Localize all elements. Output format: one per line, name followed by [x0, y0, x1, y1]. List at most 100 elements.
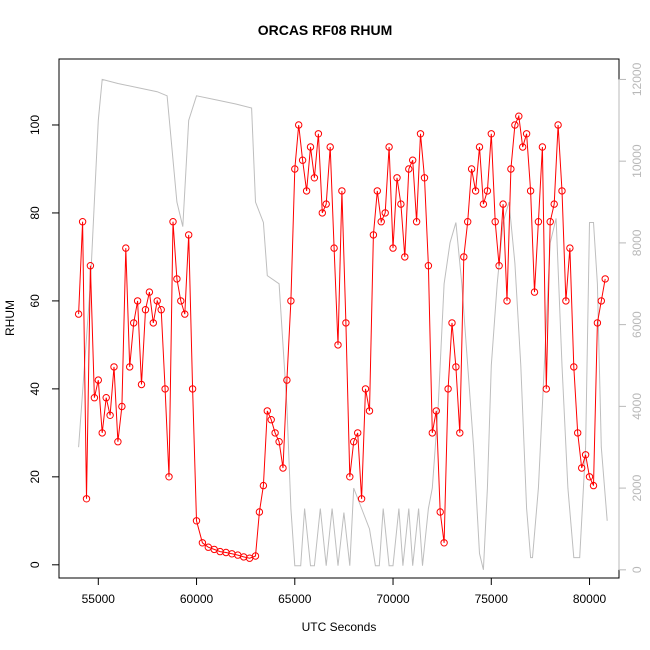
- data-point: [322, 200, 330, 208]
- data-point: [562, 297, 570, 305]
- data-point: [342, 319, 350, 327]
- data-point: [526, 187, 535, 195]
- data-point: [330, 244, 338, 252]
- data-point: [581, 451, 590, 459]
- data-point: [412, 218, 421, 226]
- data-point: [275, 438, 283, 446]
- data-point: [389, 244, 397, 252]
- data-point: [346, 473, 354, 481]
- x-tick-label: 70000: [376, 592, 410, 606]
- data-point: [428, 429, 436, 437]
- primary-series-layer: [74, 112, 609, 562]
- data-point: [365, 407, 374, 415]
- y-axis-left: 0 20 40 60 80 100: [28, 115, 60, 568]
- data-point: [499, 200, 507, 208]
- data-point: [90, 394, 99, 402]
- data-point: [350, 438, 358, 446]
- data-point: [141, 306, 150, 314]
- data-point: [519, 143, 527, 151]
- data-point: [601, 275, 609, 283]
- data-point: [314, 130, 323, 138]
- secondary-series-line: [78, 78, 608, 570]
- data-point: [338, 187, 346, 195]
- data-point: [188, 385, 197, 393]
- data-point: [110, 363, 118, 371]
- data-point: [460, 253, 468, 261]
- data-point: [538, 143, 547, 151]
- data-point: [133, 297, 142, 305]
- data-point: [550, 200, 558, 208]
- data-point: [448, 319, 456, 327]
- data-point: [507, 165, 515, 173]
- data-point: [185, 231, 193, 239]
- data-point: [149, 319, 158, 327]
- data-point: [130, 319, 138, 327]
- data-point: [503, 297, 511, 305]
- data-point: [354, 429, 362, 437]
- data-point: [283, 376, 291, 384]
- data-point: [169, 218, 177, 226]
- y-tick-label: 60: [28, 294, 42, 308]
- data-point: [86, 262, 95, 270]
- data-point: [122, 244, 130, 252]
- data-point: [326, 143, 334, 151]
- data-point: [157, 306, 165, 314]
- data-point: [530, 288, 539, 296]
- data-point: [74, 310, 83, 318]
- x-tick-label: 60000: [180, 592, 214, 606]
- data-point: [298, 156, 307, 164]
- x-tick-label: 65000: [278, 592, 312, 606]
- data-point: [578, 464, 586, 472]
- data-point: [82, 495, 91, 503]
- data-point: [574, 429, 582, 437]
- data-point: [393, 174, 401, 182]
- data-point: [416, 130, 425, 138]
- data-point: [198, 539, 207, 547]
- data-point: [515, 112, 523, 120]
- data-point: [566, 244, 574, 252]
- primary-series-line: [78, 114, 606, 559]
- data-point: [471, 187, 480, 195]
- data-point: [522, 130, 531, 138]
- data-point: [475, 143, 484, 151]
- data-point: [558, 187, 566, 195]
- data-point: [251, 552, 260, 560]
- x-tick-label: 75000: [475, 592, 509, 606]
- data-point: [181, 310, 189, 318]
- data-point: [369, 231, 378, 239]
- data-point: [145, 288, 154, 296]
- data-point: [192, 517, 201, 525]
- data-point: [487, 130, 495, 138]
- data-point: [361, 385, 370, 393]
- data-point: [267, 416, 275, 424]
- data-point: [467, 165, 476, 173]
- data-point: [291, 165, 299, 173]
- x-axis: 55000 60000 65000 70000 75000 80000: [82, 577, 607, 606]
- data-point: [585, 473, 594, 481]
- data-point: [440, 539, 448, 547]
- data-point: [318, 209, 326, 217]
- data-point: [456, 429, 464, 437]
- y2-tick-label: 4000: [630, 393, 644, 420]
- data-point: [554, 121, 562, 129]
- data-point: [511, 121, 519, 129]
- data-point: [177, 297, 185, 305]
- data-point: [373, 187, 381, 195]
- data-point: [102, 394, 110, 402]
- data-point: [546, 218, 554, 226]
- y-axis-right: 0 2000 4000 6000 8000 10000 12000: [618, 62, 644, 573]
- data-point: [385, 143, 393, 151]
- data-point: [483, 187, 492, 195]
- data-point: [271, 429, 279, 437]
- data-point: [397, 200, 405, 208]
- data-point: [310, 174, 319, 182]
- chart-title: ORCAS RF08 RHUM: [258, 22, 393, 38]
- y2-tick-label: 0: [630, 566, 644, 573]
- y-axis-label: RHUM: [3, 300, 17, 336]
- data-point: [161, 385, 169, 393]
- y-tick-label: 20: [28, 470, 42, 484]
- data-point: [263, 407, 271, 415]
- data-point: [302, 187, 311, 195]
- y2-tick-label: 6000: [630, 311, 644, 338]
